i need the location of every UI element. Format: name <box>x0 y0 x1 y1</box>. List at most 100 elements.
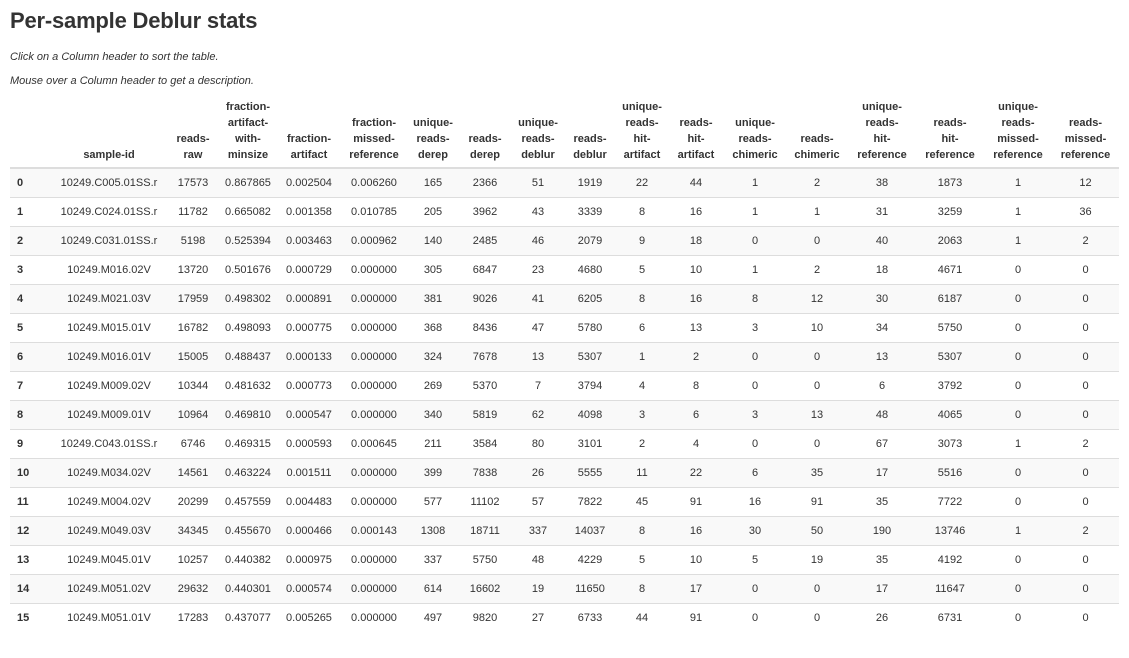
sample-id-cell: 10249.C005.01SS.r <box>50 167 168 198</box>
column-header-label: unique- <box>862 101 902 113</box>
table-cell: 0.010785 <box>340 197 408 227</box>
sample-id-cell: 10249.M051.01V <box>50 603 168 632</box>
table-cell: 190 <box>848 516 916 546</box>
column-header-reads-deblur[interactable]: reads-deblur <box>564 99 616 169</box>
column-header-label: unique- <box>413 117 453 129</box>
column-header-unique-reads-hit-reference[interactable]: unique-reads-hit-reference <box>848 99 916 169</box>
row-index: 0 <box>10 167 50 198</box>
table-cell: 6847 <box>458 255 512 285</box>
table-cell: 17573 <box>168 167 218 198</box>
column-header-label: reads- <box>1068 117 1103 129</box>
table-cell: 0.000775 <box>278 313 340 343</box>
row-index: 4 <box>10 284 50 314</box>
table-cell: 2 <box>1052 226 1119 256</box>
table-cell: 50 <box>786 516 848 546</box>
column-header-fraction-artifact[interactable]: fraction-artifact <box>278 99 340 169</box>
column-header-unique-reads-chimeric[interactable]: unique-reads-chimeric <box>724 99 786 169</box>
table-cell: 0.003463 <box>278 226 340 256</box>
row-index: 9 <box>10 429 50 459</box>
table-cell: 5307 <box>564 342 616 372</box>
column-header-fraction-missed-reference[interactable]: fraction-missed-reference <box>340 99 408 169</box>
table-cell: 2 <box>616 429 668 459</box>
table-cell: 2 <box>1052 516 1119 546</box>
table-cell: 1 <box>984 226 1052 256</box>
column-header-reads-hit-reference[interactable]: reads-hit-reference <box>916 99 984 169</box>
column-header-label: unique- <box>735 117 775 129</box>
table-cell: 18 <box>848 255 916 285</box>
table-cell: 0 <box>1052 545 1119 575</box>
table-cell: 0.463224 <box>218 458 278 488</box>
column-header-unique-reads-hit-artifact[interactable]: unique-reads-hit-artifact <box>616 99 668 169</box>
column-header-fraction-artifact-with-minsize[interactable]: fraction-artifact-with-minsize <box>218 99 278 169</box>
sample-id-cell: 10249.C024.01SS.r <box>50 197 168 227</box>
table-cell: 34345 <box>168 516 218 546</box>
table-cell: 8436 <box>458 313 512 343</box>
table-cell: 0 <box>1052 371 1119 401</box>
sample-id-cell: 10249.M015.01V <box>50 313 168 343</box>
table-cell: 16 <box>724 487 786 517</box>
column-header-label: deblur <box>573 149 607 161</box>
row-index: 5 <box>10 313 50 343</box>
table-cell: 0.440382 <box>218 545 278 575</box>
table-cell: 35 <box>786 458 848 488</box>
table-cell: 20299 <box>168 487 218 517</box>
table-cell: 10 <box>668 255 724 285</box>
column-header-unique-reads-deblur[interactable]: unique-reads-deblur <box>512 99 564 169</box>
table-cell: 0.000000 <box>340 603 408 632</box>
table-cell: 7678 <box>458 342 512 372</box>
table-cell: 41 <box>512 284 564 314</box>
table-cell: 17 <box>668 574 724 604</box>
table-cell: 1 <box>984 516 1052 546</box>
table-cell: 43 <box>512 197 564 227</box>
table-cell: 91 <box>668 603 724 632</box>
table-cell: 5819 <box>458 400 512 430</box>
table-header: sample-id reads-raw fraction-artifact-with… <box>10 99 1119 169</box>
table-cell: 381 <box>408 284 458 314</box>
table-cell: 0.455670 <box>218 516 278 546</box>
table-cell: 0 <box>984 400 1052 430</box>
table-cell: 3584 <box>458 429 512 459</box>
table-row: 10 10249.M034.02V 14561 0.463224 0.001511 0.0… <box>10 458 1119 488</box>
column-header-unique-reads-missed-reference[interactable]: unique-reads-missed-reference <box>984 99 1052 169</box>
table-cell: 140 <box>408 226 458 256</box>
column-header-reads-derep[interactable]: reads-derep <box>458 99 512 169</box>
column-header-sample-id[interactable]: sample-id <box>50 99 168 169</box>
table-cell: 324 <box>408 342 458 372</box>
table-cell: 12 <box>786 284 848 314</box>
row-index: 13 <box>10 545 50 575</box>
table-row: 15 10249.M051.01V 17283 0.437077 0.005265 0.0… <box>10 603 1119 632</box>
table-cell: 0.437077 <box>218 603 278 632</box>
table-cell: 10257 <box>168 545 218 575</box>
table-cell: 3794 <box>564 371 616 401</box>
table-cell: 0.000000 <box>340 255 408 285</box>
table-row: 6 10249.M016.01V 15005 0.488437 0.000133 0.00… <box>10 342 1119 372</box>
column-header-label: reads- <box>933 117 967 129</box>
table-cell: 80 <box>512 429 564 459</box>
table-cell: 5370 <box>458 371 512 401</box>
column-header-label: reads- <box>176 133 210 145</box>
table-cell: 30 <box>848 284 916 314</box>
table-cell: 0.001511 <box>278 458 340 488</box>
table-cell: 6 <box>848 371 916 401</box>
table-cell: 16 <box>668 197 724 227</box>
column-header-label: fraction- <box>226 101 270 113</box>
table-cell: 0 <box>984 574 1052 604</box>
table-cell: 0 <box>1052 487 1119 517</box>
table-cell: 3 <box>724 400 786 430</box>
table-cell: 0.004483 <box>278 487 340 517</box>
table-cell: 3259 <box>916 197 984 227</box>
column-header-reads-hit-artifact[interactable]: reads-hit-artifact <box>668 99 724 169</box>
table-cell: 337 <box>512 516 564 546</box>
column-header-unique-reads-derep[interactable]: unique-reads-derep <box>408 99 458 169</box>
table-cell: 34 <box>848 313 916 343</box>
table-cell: 0.000645 <box>340 429 408 459</box>
table-cell: 1 <box>984 167 1052 198</box>
column-header-reads-missed-reference[interactable]: reads-missed-reference <box>1052 99 1119 169</box>
table-cell: 27 <box>512 603 564 632</box>
table-cell: 1 <box>984 429 1052 459</box>
table-cell: 0.000143 <box>340 516 408 546</box>
column-header-reads-chimeric[interactable]: reads-chimeric <box>786 99 848 169</box>
table-cell: 16602 <box>458 574 512 604</box>
table-cell: 4229 <box>564 545 616 575</box>
column-header-reads-raw[interactable]: reads-raw <box>168 99 218 169</box>
